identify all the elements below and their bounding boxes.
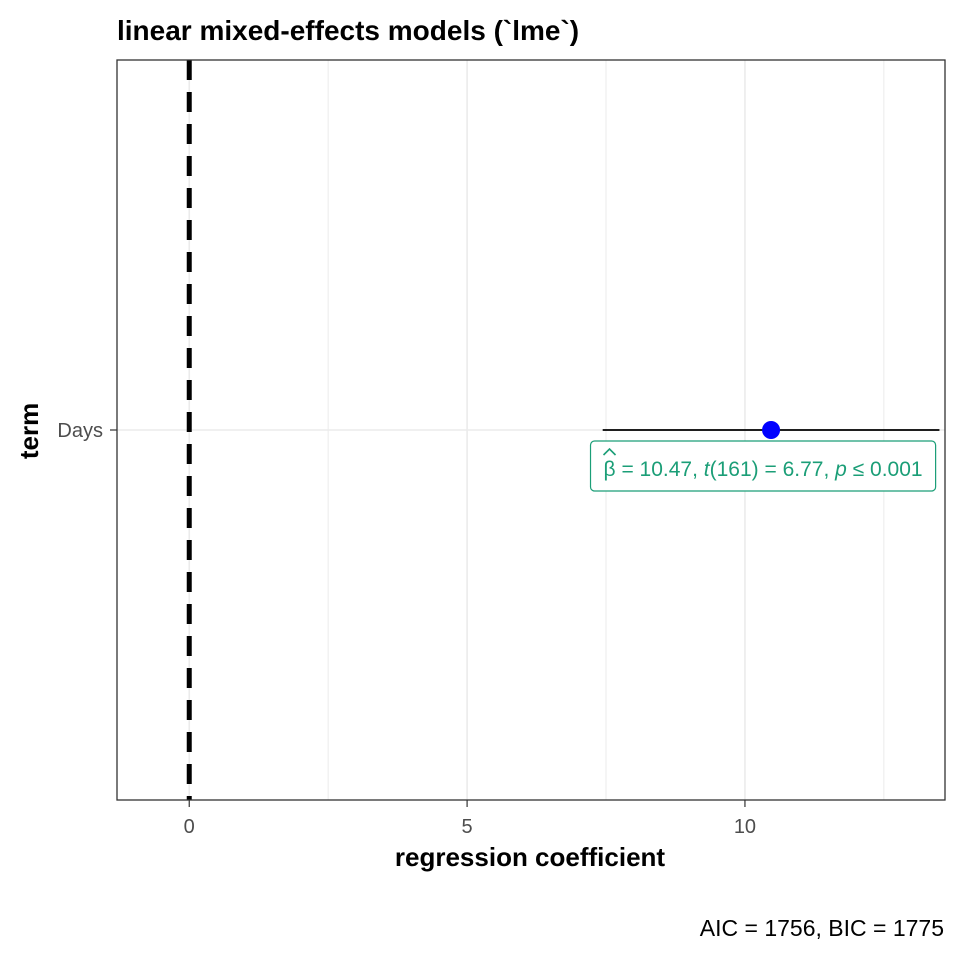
y-axis-title: term xyxy=(14,403,44,459)
p-value: 0.001 xyxy=(870,458,923,481)
t-df: (161) xyxy=(710,458,759,481)
equals-sign: = xyxy=(616,458,640,481)
p-symbol: p xyxy=(834,458,847,481)
model-fit-caption: AIC = 1756, BIC = 1775 xyxy=(700,915,944,941)
x-tick-label: 5 xyxy=(462,816,473,838)
beta-value: 10.47, xyxy=(640,458,698,481)
y-tick-label: Days xyxy=(57,420,103,442)
hat-accent xyxy=(602,447,617,456)
estimate-label: β = 10.47, t(161) = 6.77, p ≤ 0.001 xyxy=(589,440,937,492)
estimate-label-text: β = 10.47, t(161) = 6.77, p ≤ 0.001 xyxy=(604,458,923,481)
x-axis-title: regression coefficient xyxy=(395,842,666,872)
x-tick-label: 0 xyxy=(184,816,195,838)
p-relation: ≤ xyxy=(847,458,870,481)
y-axis: Days xyxy=(57,420,117,442)
t-symbol: t xyxy=(704,458,711,481)
estimate-label-box xyxy=(589,440,937,492)
chart-title: linear mixed-effects models (`lme`) xyxy=(117,15,579,46)
estimate-point xyxy=(762,421,781,439)
t-value: 6.77, xyxy=(783,458,830,481)
beta-symbol: β xyxy=(604,458,616,481)
points-group xyxy=(602,421,940,439)
x-axis: 0 5 10 xyxy=(184,800,756,838)
x-tick-label: 10 xyxy=(734,816,756,838)
label-group: β = 10.47, t(161) = 6.77, p ≤ 0.001 xyxy=(589,440,937,492)
equals-sign: = xyxy=(759,458,783,481)
